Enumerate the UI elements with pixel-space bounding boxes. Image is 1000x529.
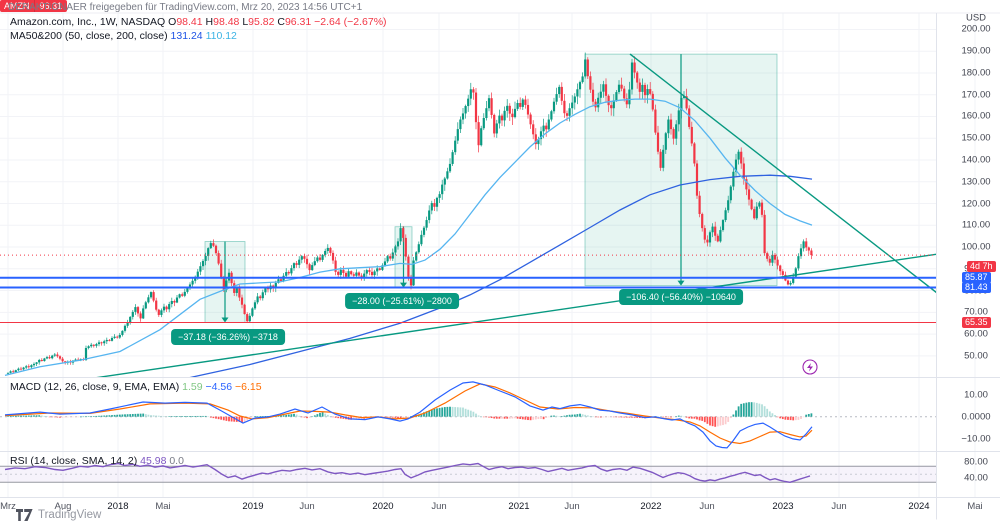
trendline-2[interactable] (60, 246, 990, 383)
time-tick-2018[interactable]: 2018 (107, 501, 129, 512)
ohlc-high-value: 98.48 (213, 16, 240, 28)
last-price-badge-symbol: AMZN (0, 0, 35, 12)
time-tick-Jun[interactable]: Jun (831, 501, 847, 512)
publisher-watermark: DERAKTIONAER freigegeben für TradingView… (8, 2, 363, 13)
tradingview-logo-icon (16, 509, 33, 521)
tradingview-brand-text: TradingView (38, 509, 102, 521)
ohlc-high-label: H (205, 16, 214, 28)
price-tick-180: 180.00 (961, 67, 991, 79)
time-tick-2023[interactable]: 2023 (772, 501, 794, 512)
last-price-badge-value: 96.31 (34, 0, 68, 12)
price-tick-130: 130.00 (961, 176, 991, 188)
ma50-value: 110.12 (205, 30, 237, 42)
price-tick-50: 50.00 (964, 350, 988, 362)
macd-line (4, 381, 813, 449)
macd-line-value: −4.56 (205, 381, 233, 393)
range-label-2022[interactable]: −106.40 (−56.40%) −10640 (619, 289, 743, 305)
rsi-indicator-legend[interactable]: RSI (14, close, SMA, 14, 2) 45.98 0.0 (10, 455, 184, 467)
price-tick-150: 150.00 (961, 132, 991, 144)
ma-indicator-label: MA50&200 (50, close, 200, close) (10, 30, 168, 42)
time-tick-2024[interactable]: 2024 (908, 501, 930, 512)
time-tick-Jun[interactable]: Jun (564, 501, 580, 512)
time-tick-Jun[interactable]: Jun (431, 501, 447, 512)
macd-signal-value: −6.15 (235, 381, 262, 393)
time-tick-Mrz[interactable]: Mrz (0, 501, 16, 512)
ohlc-low-value: 95.82 (248, 16, 275, 28)
price-tick-170: 170.00 (961, 89, 991, 101)
time-tick-Aug[interactable]: Aug (54, 501, 72, 512)
tradingview-attribution[interactable]: TradingView (16, 509, 101, 521)
range-label-2020[interactable]: −28.00 (−25.61%) −2800 (345, 293, 459, 309)
ohlc-low-label: L (242, 16, 249, 28)
range-label-2018[interactable]: −37.18 (−36.26%) −3718 (171, 329, 285, 345)
level-badge-6535: 65.35 (962, 317, 991, 328)
last-price-badge: AMZN 96.31 (0, 0, 1000, 12)
symbol-title: Amazon.com, Inc., 1W, NASDAQ (10, 16, 166, 28)
change-value: −2.64 (−2.67%) (314, 16, 387, 28)
macd-indicator-legend[interactable]: MACD (12, 26, close, 9, EMA, EMA) 1.59 −… (10, 381, 262, 393)
level-badge-8587: 85.87 (962, 272, 991, 283)
time-tick-Mai[interactable]: Mai (967, 501, 983, 512)
ohlc-open-value: 98.41 (176, 16, 203, 28)
price-tick-100: 100.00 (961, 241, 991, 253)
price-tick-60: 60.00 (964, 328, 988, 340)
ohlc-close-value: 96.31 (284, 16, 312, 28)
time-tick-2019[interactable]: 2019 (242, 501, 264, 512)
macd-pane[interactable] (0, 381, 936, 449)
macd-hist-value: 1.59 (182, 381, 203, 393)
bar-countdown-badge: 4d 7h (967, 261, 996, 272)
price-pane[interactable] (0, 52, 990, 406)
time-tick-2022[interactable]: 2022 (640, 501, 662, 512)
ma50-line[interactable] (4, 98, 813, 377)
rsi-ma-value: 0.0 (169, 455, 184, 467)
price-tick-120: 120.00 (961, 198, 991, 210)
rsi-tick: 80.00 (964, 456, 988, 468)
candles-layer[interactable] (6, 52, 813, 375)
macd-indicator-label: MACD (12, 26, close, 9, EMA, EMA) (10, 381, 180, 393)
ma200-line[interactable] (5, 174, 813, 406)
rsi-value: 45.98 (140, 455, 167, 467)
currency-axis-label: USD (965, 12, 987, 24)
time-tick-Jun[interactable]: Jun (299, 501, 315, 512)
symbol-legend[interactable]: Amazon.com, Inc., 1W, NASDAQ O98.41 H98.… (10, 16, 387, 28)
time-tick-2020[interactable]: 2020 (372, 501, 394, 512)
event-lightning-icon[interactable] (802, 359, 818, 375)
level-badge-8143: 81.43 (962, 282, 991, 293)
trendline-1[interactable] (629, 53, 963, 313)
macd-tick: −10.00 (961, 433, 991, 445)
price-tick-140: 140.00 (961, 154, 991, 166)
ohlc-open-label: O (168, 16, 177, 28)
rsi-line (4, 462, 811, 484)
price-tick-190: 190.00 (961, 45, 991, 57)
rsi-indicator-label: RSI (14, close, SMA, 14, 2) (10, 455, 138, 467)
grid-layer (0, 12, 1000, 498)
price-tick-110: 110.00 (961, 219, 991, 231)
ma200-value: 131.24 (170, 30, 203, 42)
macd-tick: 10.00 (964, 389, 988, 401)
price-tick-200: 200.00 (961, 23, 991, 35)
rsi-tick: 40.00 (964, 472, 988, 484)
ma-indicator-legend[interactable]: MA50&200 (50, close, 200, close) 131.24 … (10, 30, 237, 42)
rsi-pane[interactable] (0, 462, 936, 484)
time-tick-Mai[interactable]: Mai (155, 501, 171, 512)
time-tick-2021[interactable]: 2021 (508, 501, 530, 512)
time-tick-Jun[interactable]: Jun (699, 501, 715, 512)
price-tick-160: 160.00 (961, 110, 991, 122)
ohlc-close-label: C (277, 16, 285, 28)
price-tick-70: 70.00 (964, 306, 988, 318)
macd-signal-line (4, 383, 813, 445)
macd-tick: 0.0000 (961, 411, 991, 423)
